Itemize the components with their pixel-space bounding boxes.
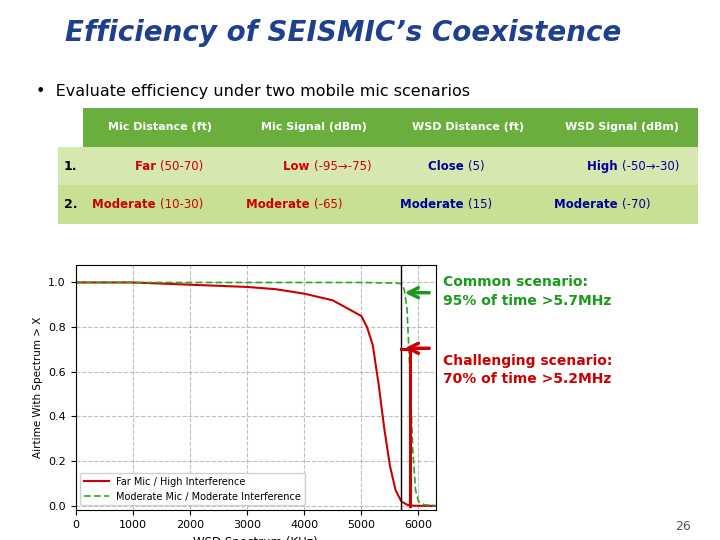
- Bar: [237, 108, 391, 147]
- Text: (50-70): (50-70): [160, 159, 203, 173]
- Text: Common scenario:
95% of time >5.7MHz: Common scenario: 95% of time >5.7MHz: [443, 275, 611, 308]
- X-axis label: WSD Spectrum (KHz): WSD Spectrum (KHz): [193, 536, 318, 540]
- Bar: [391, 147, 544, 185]
- Text: 2.: 2.: [63, 198, 77, 211]
- Bar: [58, 185, 84, 224]
- Text: Low: Low: [284, 159, 314, 173]
- Text: (10-30): (10-30): [160, 198, 203, 211]
- Bar: [237, 185, 391, 224]
- Text: Moderate: Moderate: [92, 198, 160, 211]
- Text: Moderate: Moderate: [400, 198, 468, 211]
- Bar: [391, 108, 544, 147]
- Bar: [84, 147, 237, 185]
- Text: (-65): (-65): [314, 198, 343, 211]
- Text: High: High: [587, 159, 621, 173]
- Text: Mic Distance (ft): Mic Distance (ft): [108, 123, 212, 132]
- Text: (-50→-30): (-50→-30): [621, 159, 679, 173]
- Bar: [84, 108, 237, 147]
- Text: Moderate: Moderate: [246, 198, 314, 211]
- Bar: [237, 147, 391, 185]
- Y-axis label: Airtime With Spectrum > X: Airtime With Spectrum > X: [32, 317, 42, 458]
- Bar: [544, 185, 698, 224]
- Text: WSD Signal (dBm): WSD Signal (dBm): [564, 123, 678, 132]
- Bar: [84, 185, 237, 224]
- Text: 26: 26: [675, 520, 691, 534]
- Text: Mic Signal (dBm): Mic Signal (dBm): [261, 123, 367, 132]
- Text: (5): (5): [468, 159, 485, 173]
- Text: Challenging scenario:
70% of time >5.2MHz: Challenging scenario: 70% of time >5.2MH…: [443, 354, 612, 386]
- Text: (-95→-75): (-95→-75): [314, 159, 372, 173]
- Text: 1.: 1.: [63, 159, 77, 173]
- Bar: [58, 147, 84, 185]
- Text: (-70): (-70): [621, 198, 650, 211]
- Bar: [544, 108, 698, 147]
- Text: WSD Distance (ft): WSD Distance (ft): [412, 123, 523, 132]
- Text: Efficiency of SEISMIC’s Coexistence: Efficiency of SEISMIC’s Coexistence: [65, 19, 621, 47]
- Bar: [391, 185, 544, 224]
- Text: Close: Close: [428, 159, 468, 173]
- Text: Far: Far: [135, 159, 160, 173]
- Bar: [544, 147, 698, 185]
- Text: Moderate: Moderate: [554, 198, 621, 211]
- Legend: Far Mic / High Interference, Moderate Mic / Moderate Interference: Far Mic / High Interference, Moderate Mi…: [81, 473, 305, 505]
- Text: •  Evaluate efficiency under two mobile mic scenarios: • Evaluate efficiency under two mobile m…: [36, 84, 470, 99]
- Text: (15): (15): [468, 198, 492, 211]
